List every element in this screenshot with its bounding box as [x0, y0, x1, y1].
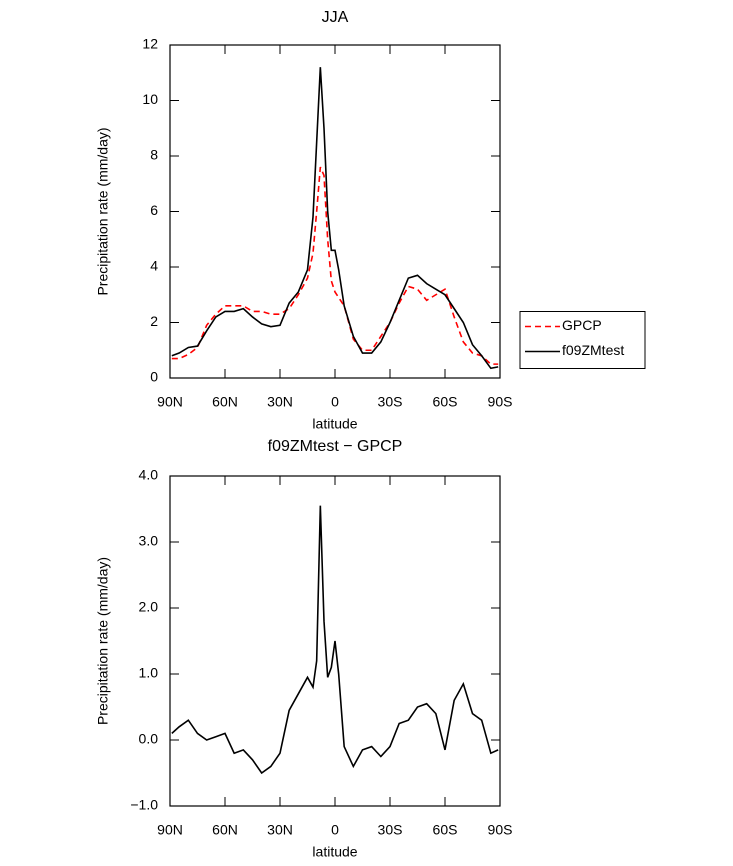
x-tick-label: 60S — [433, 822, 458, 838]
y-tick-label: 10 — [142, 91, 158, 107]
y-tick-label: 2.0 — [139, 599, 159, 615]
plot-frame — [169, 475, 501, 807]
x-tick-label: 0 — [331, 822, 339, 838]
y-tick-label: 8 — [150, 147, 158, 163]
y-tick-label: 0 — [150, 369, 158, 385]
data-line — [171, 67, 499, 370]
x-tick-label: 90N — [157, 394, 183, 410]
y-tick-label: 6 — [150, 202, 158, 218]
x-tick-label: 90S — [488, 394, 513, 410]
y-tick-label: 2 — [150, 313, 158, 329]
x-tick-label: 60N — [212, 822, 238, 838]
y-tick-label: 4.0 — [139, 467, 159, 483]
legend-label: f09ZMtest — [562, 342, 624, 358]
y-tick-label: 3.0 — [139, 533, 159, 549]
chart-title: f09ZMtest − GPCP — [268, 438, 403, 455]
legend-label: GPCP — [562, 317, 602, 333]
y-axis-label: Precipitation rate (mm/day) — [95, 127, 111, 295]
x-axis-label: latitude — [312, 416, 357, 432]
x-tick-label: 60N — [212, 394, 238, 410]
x-tick-label: 90S — [488, 822, 513, 838]
x-tick-label: 30S — [378, 822, 403, 838]
y-tick-label: 12 — [142, 36, 158, 52]
x-tick-label: 30N — [267, 822, 293, 838]
x-axis-label: latitude — [312, 844, 357, 860]
x-tick-label: 30S — [378, 394, 403, 410]
data-line — [171, 505, 499, 775]
legend-box — [519, 311, 646, 369]
data-line — [171, 166, 499, 365]
y-tick-label: −1.0 — [130, 797, 158, 813]
plot-frame — [169, 44, 501, 379]
chart-title: JJA — [322, 9, 349, 26]
y-tick-label: 0.0 — [139, 731, 159, 747]
x-tick-label: 30N — [267, 394, 293, 410]
x-tick-label: 60S — [433, 394, 458, 410]
y-tick-label: 4 — [150, 258, 158, 274]
x-tick-label: 90N — [157, 822, 183, 838]
x-tick-label: 0 — [331, 394, 339, 410]
y-axis-label: Precipitation rate (mm/day) — [95, 557, 111, 725]
y-tick-label: 1.0 — [139, 665, 159, 681]
